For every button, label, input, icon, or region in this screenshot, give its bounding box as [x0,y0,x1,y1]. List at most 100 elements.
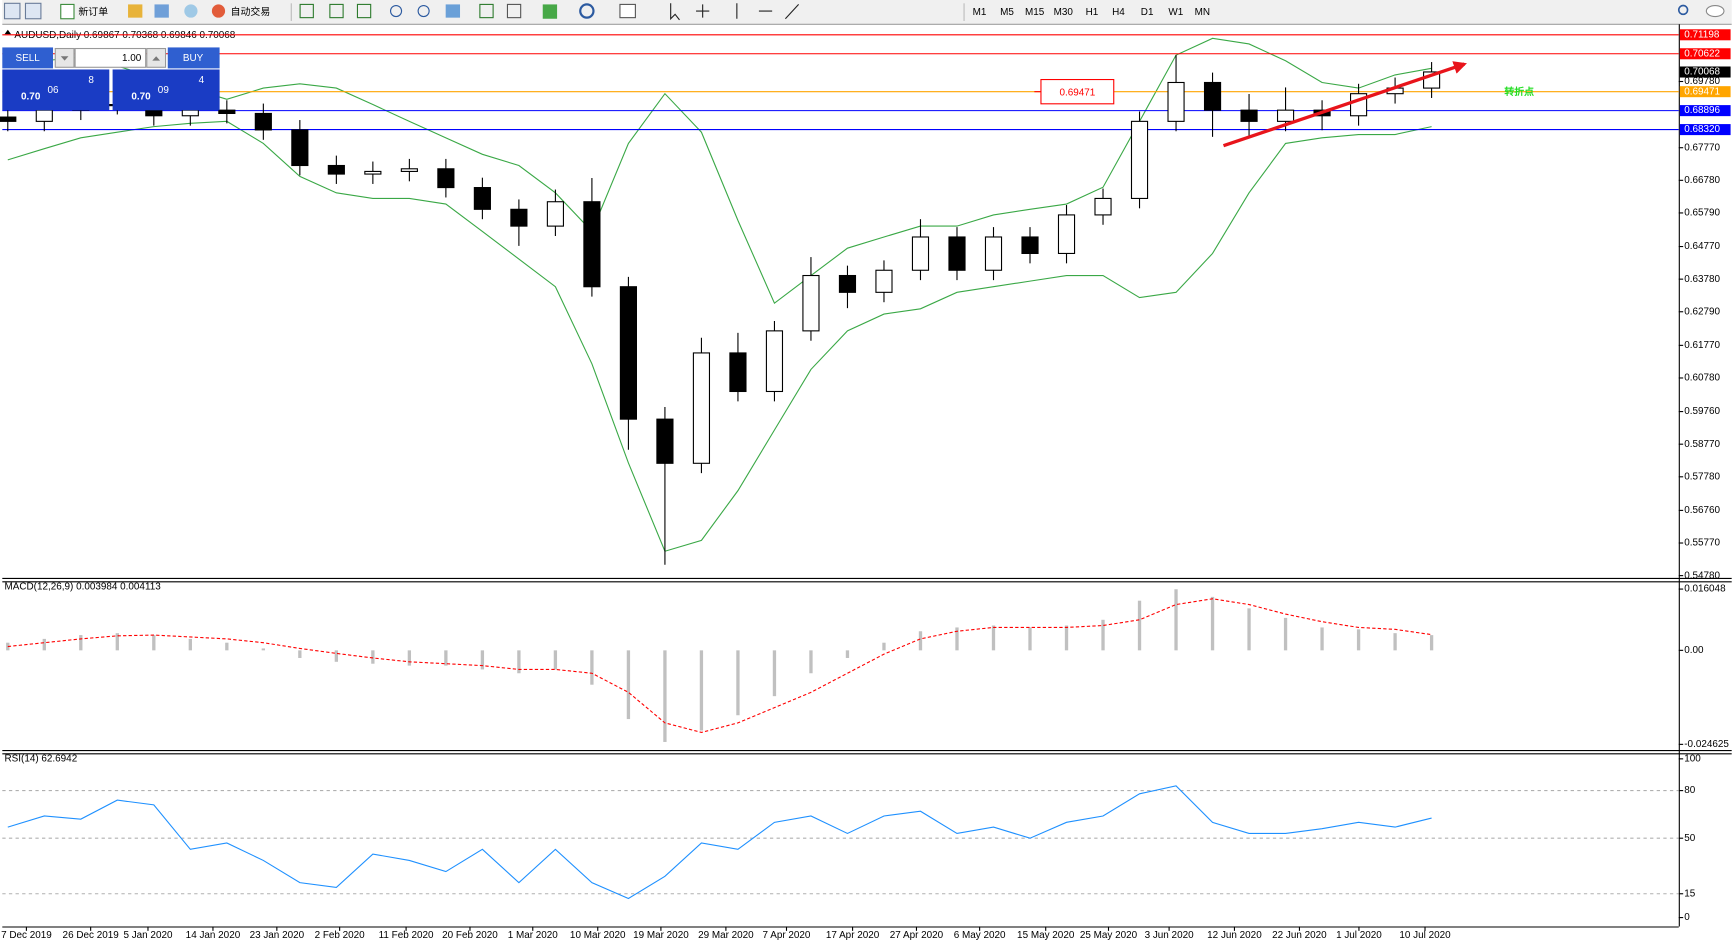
y-tick-label: 0.58770 [1684,439,1720,450]
timeframe[interactable]: M30 [1054,7,1074,18]
auto-trade-icon[interactable] [211,4,226,18]
candle-body [1240,109,1258,122]
panel-frames [2,24,1732,928]
timeframe[interactable]: M1 [973,7,987,18]
buy-button[interactable] [167,47,220,69]
histogram-bar [152,635,156,651]
timeframe[interactable]: H1 [1086,7,1099,18]
x-tick-label: 11 Feb 2020 [379,930,434,941]
x-tick-label: 6 May 2020 [954,930,1006,941]
histogram-bar [1429,635,1434,651]
price-tag [1679,29,1731,41]
zoom-out[interactable] [417,4,430,18]
crosshair-tool[interactable] [696,4,710,18]
y-tick-label: 15 [1684,888,1696,899]
x-tick-label: 5 Jan 2020 [123,930,173,941]
trade-panel: SELL 1.00 BUY 0.70 06 8 0.70 09 4 [2,47,220,111]
y-tick-label: 0.69780 [1684,76,1720,87]
timeframe[interactable]: H4 [1112,7,1125,18]
icon[interactable] [24,2,42,20]
price-tag-label: 0.68320 [1684,124,1720,135]
histogram-bar [1101,619,1105,651]
timeframe[interactable]: W1 [1168,7,1183,18]
candle-body [802,274,820,332]
histogram-bar [334,650,339,662]
y-tick-label: 0.57780 [1684,471,1720,482]
histogram-bar [1028,627,1032,651]
search[interactable] [1677,4,1689,16]
y-tick-label: 0.54780 [1684,570,1720,581]
price-box-label: 0.69471 [1059,87,1095,98]
icon[interactable] [356,3,372,19]
x-tick-label: 27 Apr 2020 [890,930,944,941]
histogram-bar [480,650,485,670]
toolbar-button[interactable]: 自动交易 [231,5,271,18]
histogram-bar [1210,596,1215,651]
x-tick-label: 20 Feb 2020 [442,930,498,941]
price-tag [1679,86,1731,98]
indicators[interactable] [542,4,558,19]
y-tick-label: 0.59760 [1684,406,1720,417]
candle-body [327,164,345,175]
series-line [7,37,1432,305]
candle-body [181,109,199,117]
sell-button[interactable] [2,47,54,69]
y-tick-label: 0.016048 [1684,584,1726,595]
candle-body [1167,81,1185,122]
histogram-bar [1064,625,1069,651]
price-tag [1679,105,1731,117]
buy-label[interactable]: BUY [183,53,204,64]
candle-body [1276,109,1295,122]
timeframe[interactable]: M15 [1025,7,1045,18]
timeframe[interactable]: D1 [1141,7,1154,18]
icon[interactable] [154,4,169,18]
icon[interactable] [128,4,143,18]
timeframe[interactable]: MN [1195,7,1210,18]
lot-input[interactable] [74,47,147,68]
ask-box[interactable] [112,69,220,111]
candle-body [0,116,17,122]
icon[interactable] [184,4,198,18]
templates[interactable] [619,3,636,19]
bid-box[interactable] [2,69,110,111]
y-tick-label: 0.65790 [1684,208,1720,219]
icon[interactable] [506,3,522,19]
toolbar: 新订单 自动交易 M1 M5 M15 M30 H1 H4 D1 W1 MN [2,0,1732,25]
x-tick-label: 22 Jun 2020 [1272,930,1327,941]
line-tools[interactable] [736,3,800,20]
histogram-bar [1356,629,1361,651]
histogram-bar [553,650,558,670]
new-order-icon[interactable] [60,3,75,20]
candle-body [510,208,528,227]
candle-body [765,330,784,393]
icon[interactable] [329,3,344,19]
histogram-bar [225,642,229,651]
toolbar-bg [2,0,1732,25]
histogram-bar [1137,600,1142,651]
candle-body [656,418,674,464]
timeframe[interactable]: M5 [1000,7,1014,18]
sell-label[interactable]: SELL [16,53,41,64]
chat[interactable] [1705,4,1725,18]
histogram-bar [407,650,412,666]
icon[interactable] [479,3,494,19]
candle-body [400,168,418,172]
zoom-in[interactable] [389,4,403,18]
icon[interactable] [3,2,21,20]
last-price-label: 0.70068 [1684,67,1720,78]
histogram-bar [1393,633,1397,651]
x-tick-label: 15 May 2020 [1017,930,1075,941]
collapse-icon [4,29,12,35]
histogram-bar [772,650,777,697]
icon[interactable] [299,3,314,19]
icon[interactable] [445,4,461,18]
histogram-bar [663,650,667,742]
cursor-tool[interactable] [670,3,680,21]
candle-body [473,187,491,210]
lot-down-arrow [60,56,69,61]
x-tick-label: 14 Jan 2020 [186,930,241,941]
x-tick-label: 1 Mar 2020 [508,930,559,941]
toolbar-button[interactable]: 新订单 [78,5,108,18]
periods[interactable] [579,3,595,19]
panel-title: MACD(12,26,9) 0.003984 0.004113 [5,581,162,592]
